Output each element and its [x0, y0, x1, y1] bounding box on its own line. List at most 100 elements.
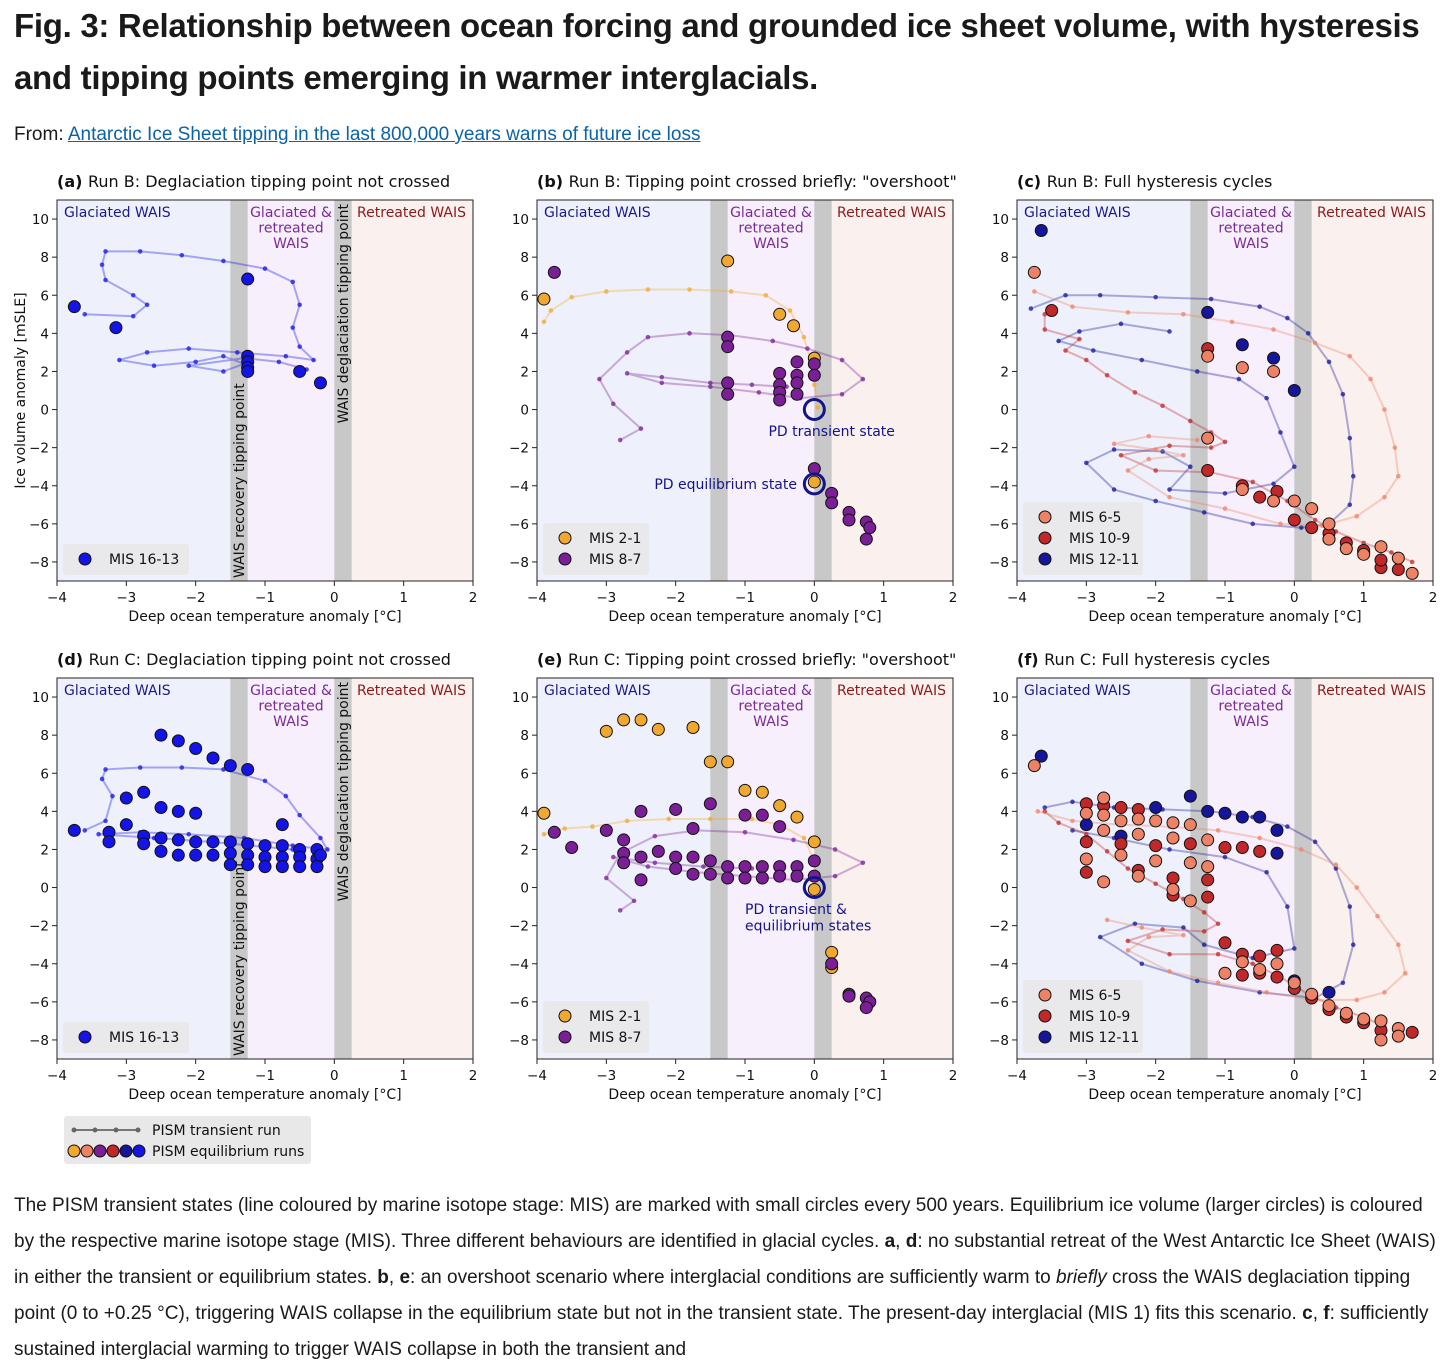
transient-point: [1382, 494, 1387, 500]
transient-point: [645, 864, 651, 869]
equilibrium-point: [773, 869, 787, 883]
transient-point: [687, 331, 692, 336]
panel-title-b: (b) Run B: Tipping point crossed briefly…: [537, 172, 957, 191]
y-tick-label: 2: [1000, 842, 1009, 858]
equilibrium-point: [1267, 494, 1281, 508]
x-tick-label: −1: [255, 1068, 275, 1084]
x-tick-label: 1: [1359, 1068, 1368, 1084]
equilibrium-point: [1079, 818, 1093, 832]
transient-point: [1084, 357, 1089, 363]
equilibrium-point: [1267, 364, 1281, 378]
y-tick-label: 8: [40, 250, 49, 266]
transient-point: [234, 350, 240, 355]
equilibrium-point: [154, 728, 168, 742]
transient-point: [1194, 369, 1200, 374]
equilibrium-point: [1374, 1014, 1388, 1028]
y-tick-label: 4: [520, 804, 529, 820]
transient-point: [1153, 447, 1158, 452]
region-label-glaciated: Glaciated WAIS: [1024, 683, 1131, 699]
legend-transient-dot: [113, 1127, 119, 1133]
equilibrium-point: [1374, 553, 1388, 567]
transient-point: [1333, 862, 1339, 867]
panel-letter: (e): [537, 650, 568, 669]
transient-point: [1201, 942, 1207, 947]
panel-letter: (a): [57, 172, 88, 191]
x-tick-label: 2: [1429, 1068, 1438, 1084]
y-tick-label: 0: [40, 881, 49, 897]
transient-point: [193, 359, 198, 365]
equilibrium-point: [223, 846, 237, 860]
x-tick-label: −4: [47, 1068, 67, 1084]
region-bg-1: [247, 200, 335, 581]
transient-point: [756, 390, 762, 395]
transient-point: [1167, 487, 1172, 492]
equilibrium-point: [223, 835, 237, 849]
transient-point: [290, 325, 296, 330]
transient-point: [179, 765, 185, 770]
equilibrium-point: [686, 850, 700, 864]
legend-equilibrium-dot: [132, 1144, 146, 1158]
equilibrium-point: [842, 513, 856, 527]
panel-title-text: Run C: Deglaciation tipping point not cr…: [89, 650, 451, 669]
transient-point: [1146, 934, 1152, 940]
transient-point: [1160, 927, 1165, 932]
tipping-band-0: [1190, 200, 1208, 581]
legend-transient-dot: [71, 1127, 77, 1133]
transient-point: [1063, 292, 1068, 298]
transient-point: [1389, 550, 1394, 555]
legend-label: MIS 2-1: [589, 531, 641, 547]
y-tick-label: 8: [1000, 250, 1009, 266]
figure-panels: (a) Run B: Deglaciation tipping point no…: [13, 172, 1438, 1164]
equilibrium-point: [721, 755, 735, 769]
equilibrium-point: [617, 833, 631, 847]
transient-point: [791, 837, 796, 843]
transient-point: [1167, 329, 1172, 334]
equilibrium-point: [1079, 852, 1093, 866]
region-label-mixed-line: Glaciated &: [1210, 683, 1292, 699]
region-bg-2: [351, 678, 473, 1059]
equilibrium-point: [547, 825, 561, 839]
transient-point: [812, 382, 817, 388]
tipping-band-1: [1294, 678, 1312, 1059]
region-bg-2: [1311, 200, 1433, 581]
transient-point: [1257, 304, 1262, 309]
legend-label: MIS 12-11: [1069, 552, 1139, 568]
transient-point: [103, 249, 108, 254]
transient-point: [290, 279, 296, 285]
y-tick-label: 4: [1000, 804, 1009, 820]
equilibrium-point: [1357, 547, 1371, 561]
tipping-band-1: [1294, 200, 1312, 581]
equilibrium-point: [1270, 943, 1284, 957]
transient-point: [1028, 306, 1034, 311]
region-label-retreated: Retreated WAIS: [837, 205, 946, 221]
transient-point: [1111, 447, 1117, 452]
equilibrium-point: [137, 837, 151, 851]
equilibrium-point: [189, 835, 203, 849]
transient-line: [1044, 800, 1355, 1000]
equilibrium-point: [1166, 816, 1180, 830]
equilibrium-point: [1034, 749, 1048, 763]
x-tick-label: −2: [1146, 1068, 1166, 1084]
transient-point: [604, 289, 609, 294]
transient-point: [1208, 445, 1214, 450]
legend-marker: [1038, 1009, 1052, 1023]
y-tick-label: −6: [989, 995, 1009, 1011]
region-label-mixed-line: WAIS: [273, 236, 309, 252]
transient-point: [297, 344, 302, 349]
equilibrium-point: [1270, 957, 1284, 971]
equilibrium-point: [807, 835, 821, 849]
source-article-link[interactable]: Antarctic Ice Sheet tipping in the last …: [67, 124, 701, 145]
transient-point: [130, 313, 136, 319]
transient-point: [562, 826, 568, 831]
transient-point: [1250, 521, 1256, 527]
y-tick-label: 6: [1000, 766, 1009, 782]
panel-letter: (b): [537, 172, 569, 191]
y-tick-label: 4: [40, 326, 49, 342]
transient-point: [1264, 870, 1269, 875]
x-tick-label: −4: [1007, 590, 1027, 606]
equilibrium-point: [807, 854, 821, 868]
transient-point: [728, 289, 734, 294]
equilibrium-point: [1149, 801, 1163, 815]
x-tick-label: −3: [116, 590, 136, 606]
region-bg-0: [57, 200, 231, 581]
